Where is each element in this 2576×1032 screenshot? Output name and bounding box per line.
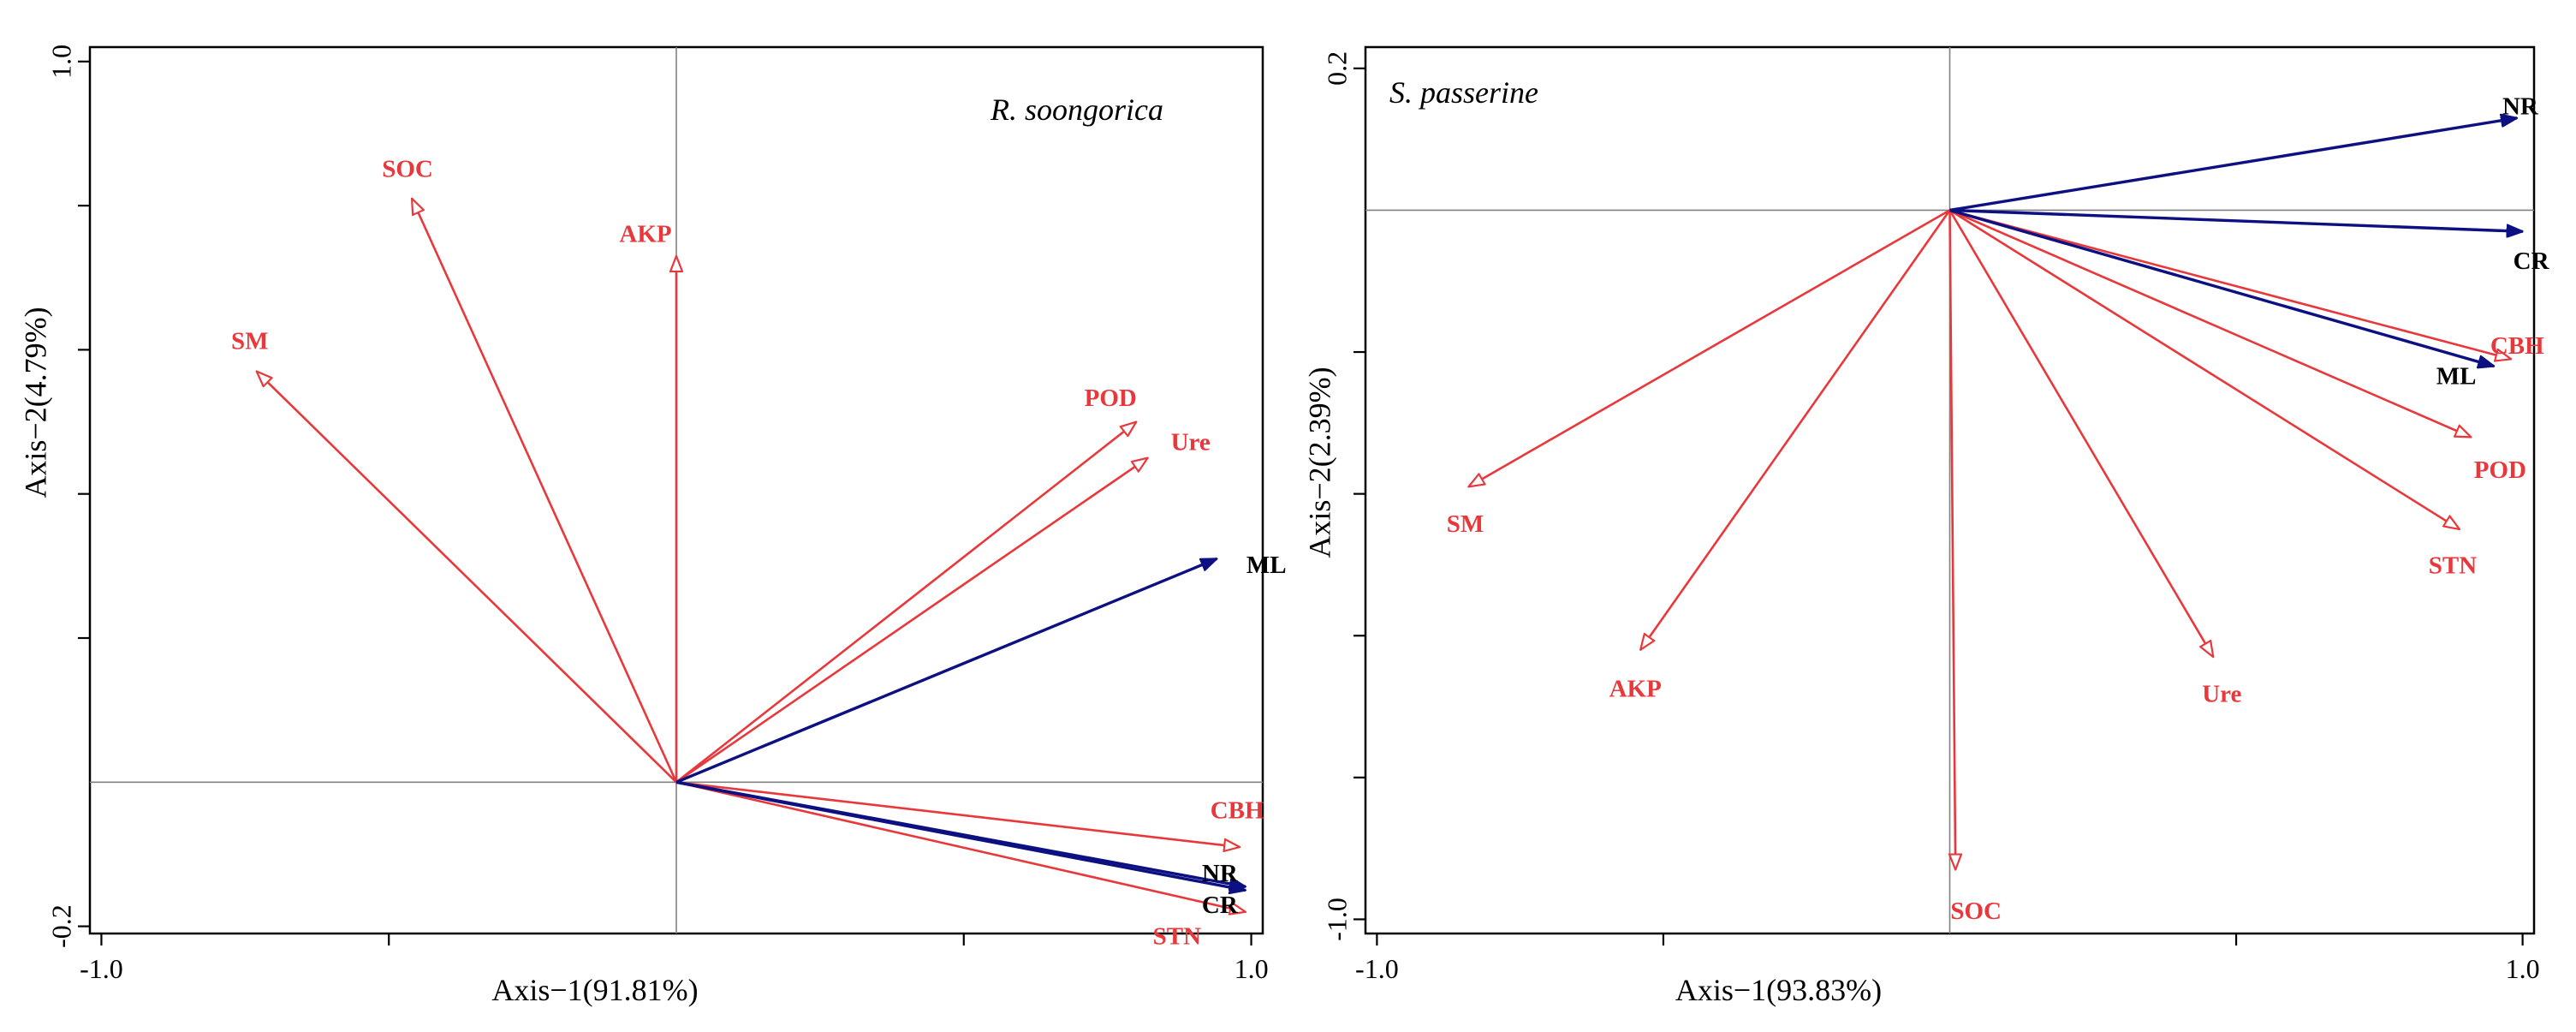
vector-pod xyxy=(675,422,1136,784)
x-axis-label: Axis−1(91.81%) xyxy=(491,973,698,1007)
vector-label-stn: STN xyxy=(2429,552,2477,580)
x-tick-label: 1.0 xyxy=(2506,953,2540,984)
vector-sm xyxy=(1468,209,1951,486)
chart-title: R. soongorica xyxy=(990,92,1163,127)
vector-label-soc: SOC xyxy=(382,155,433,182)
y-tick-label: -1.0 xyxy=(1321,898,1352,941)
vector-soc xyxy=(1950,210,1956,869)
vector-soc xyxy=(412,199,678,783)
vector-label-nr: NR xyxy=(1202,860,1239,887)
vector-cr xyxy=(1949,208,2523,231)
vector-ml xyxy=(1949,208,2495,366)
vector-ure xyxy=(1948,209,2214,657)
vector-stn xyxy=(675,781,1246,911)
chart-panel-2: -1.0 1.0 0.2 -1.0 Axis−1(93.83%) Axis−2(2.39%… xyxy=(1302,45,2550,1007)
vector-akp xyxy=(1640,209,1951,649)
vector-ml xyxy=(675,557,1217,784)
chart-panel-1: -1.0 1.0 1.0 -0.2 Axis−1(91.81%) Axis−2(4.79%… xyxy=(18,45,1286,1007)
vector-label-akp: AKP xyxy=(1609,675,1662,702)
vector-pod xyxy=(1948,209,2472,437)
vector-label-akp: AKP xyxy=(619,221,671,248)
y-axis-label: Axis−2(2.39%) xyxy=(1302,367,1336,558)
vector-label-ure: Ure xyxy=(1171,428,1211,456)
vector-sm xyxy=(257,372,677,784)
y-tick-label: 1.0 xyxy=(45,45,76,79)
vector-label-sm: SM xyxy=(1447,510,1484,538)
x-axis-label: Axis−1(93.83%) xyxy=(1675,973,1882,1007)
vector-label-pod: POD xyxy=(2474,456,2526,484)
vector-label-cr: CR xyxy=(2514,248,2550,275)
vector-label-sm: SM xyxy=(231,327,269,355)
vector-ure xyxy=(675,458,1148,784)
vector-label-stn: STN xyxy=(1153,922,1201,950)
vector-stn xyxy=(1948,209,2460,529)
vector-cr xyxy=(675,780,1246,890)
vector-cbh xyxy=(675,781,1240,847)
x-tick-label: -1.0 xyxy=(80,953,123,984)
y-tick-label: 0.2 xyxy=(1321,51,1352,86)
vector-label-ml: ML xyxy=(2436,362,2477,390)
vector-cbh xyxy=(1949,209,2512,359)
vector-label-cbh: CBH xyxy=(1211,797,1264,825)
vector-nr xyxy=(1949,118,2517,212)
vector-label-ure: Ure xyxy=(2202,681,2241,708)
x-tick-label: -1.0 xyxy=(1355,953,1399,984)
y-tick-label: -0.2 xyxy=(45,904,76,948)
vector-label-nr: NR xyxy=(2502,92,2539,120)
vector-label-pod: POD xyxy=(1085,385,1137,412)
vector-label-cbh: CBH xyxy=(2490,332,2544,360)
vector-label-cr: CR xyxy=(1202,892,1239,919)
vector-label-soc: SOC xyxy=(1950,898,2002,925)
vector-label-ml: ML xyxy=(1246,552,1287,579)
x-tick-label: 1.0 xyxy=(1234,953,1269,984)
y-axis-label: Axis−2(4.79%) xyxy=(18,307,52,498)
chart-title: S. passerine xyxy=(1389,75,1538,110)
